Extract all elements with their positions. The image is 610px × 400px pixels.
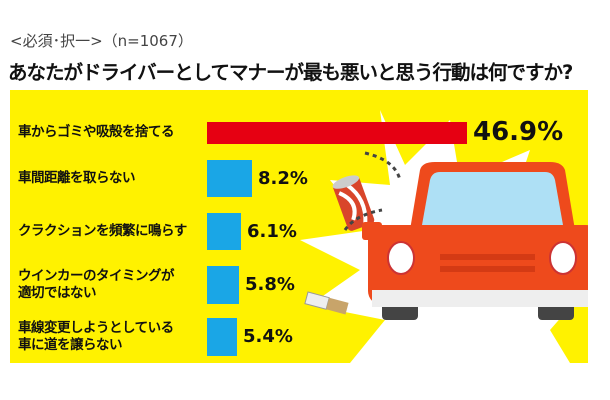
bar-2 bbox=[207, 213, 241, 250]
cigarette-icon bbox=[304, 291, 349, 315]
bar-3 bbox=[207, 266, 239, 304]
car-icon bbox=[362, 162, 588, 320]
dash-line-2 bbox=[343, 208, 383, 231]
can-icon bbox=[332, 175, 375, 231]
category-label: 車線変更しようとしている 車に道を譲らない bbox=[18, 320, 174, 353]
chart-title: あなたがドライバーとしてマナーが最も悪いと思う行動は何ですか? bbox=[8, 61, 573, 84]
bar-0 bbox=[207, 122, 467, 144]
bar-1 bbox=[207, 160, 252, 197]
value-label: 8.2% bbox=[258, 168, 308, 189]
illustration bbox=[300, 110, 588, 363]
chart-panel: 車からゴミや吸殻を捨てる 46.9% 車間距離を取らない 8.2% クラクションを頻繁に… bbox=[10, 90, 588, 363]
category-label: 車からゴミや吸殻を捨てる bbox=[18, 124, 175, 140]
value-label: 5.8% bbox=[245, 274, 295, 295]
category-label: 車間距離を取らない bbox=[18, 170, 136, 186]
survey-subtitle: <必須･択一>（n=1067） bbox=[10, 32, 193, 50]
value-label: 6.1% bbox=[247, 221, 297, 242]
value-label: 46.9% bbox=[473, 117, 564, 147]
value-label: 5.4% bbox=[243, 326, 293, 347]
bar-4 bbox=[207, 318, 237, 356]
dash-line-1 bbox=[364, 151, 402, 181]
category-label: ウインカーのタイミングが 適切ではない bbox=[18, 268, 175, 301]
category-label: クラクションを頻繁に鳴らす bbox=[18, 223, 187, 239]
